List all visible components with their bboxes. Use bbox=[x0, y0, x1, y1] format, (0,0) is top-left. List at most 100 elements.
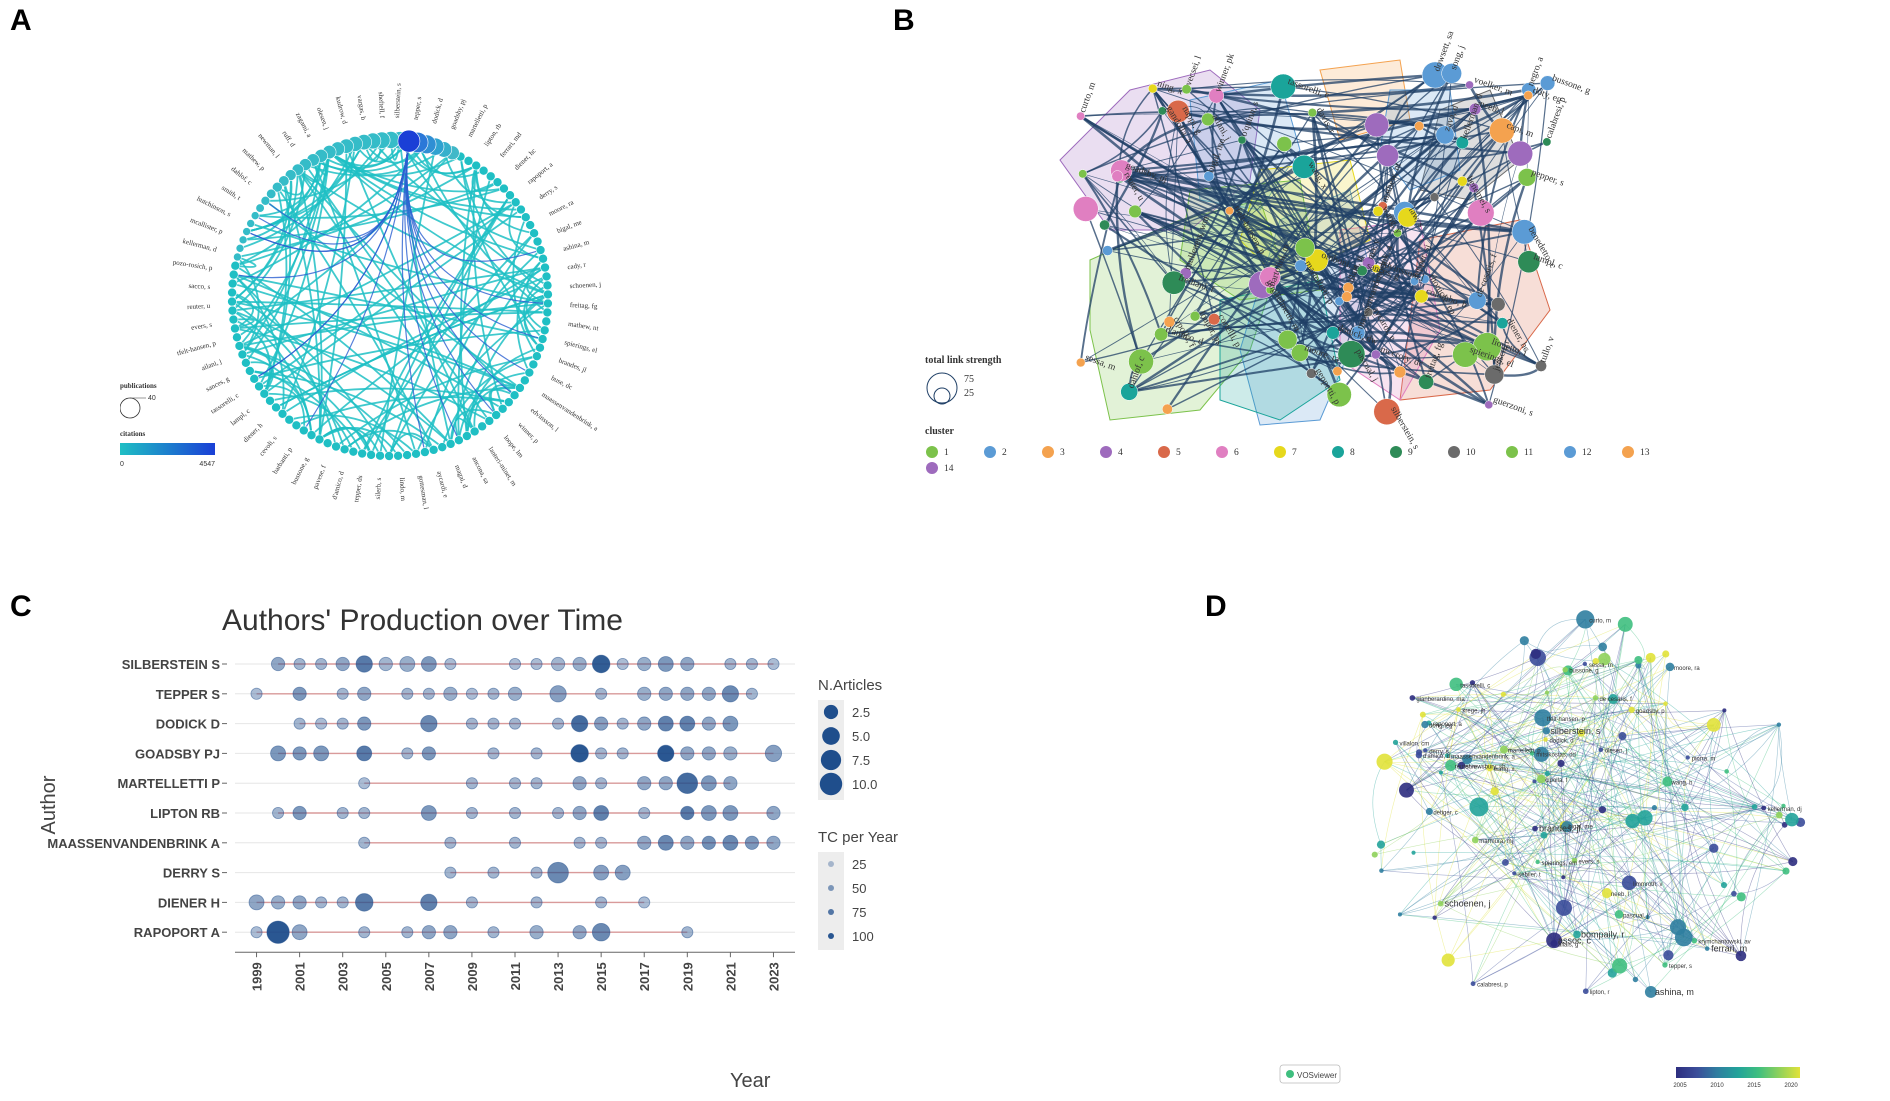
network-edge bbox=[335, 355, 538, 448]
author-node bbox=[1270, 73, 1297, 100]
author-label: lampl, c bbox=[229, 407, 252, 427]
citations-legend-min: 0 bbox=[120, 461, 124, 468]
author-node bbox=[314, 434, 325, 445]
article-point bbox=[292, 686, 307, 701]
author-node bbox=[1645, 652, 1656, 663]
author-label: pascual, j bbox=[1623, 913, 1648, 919]
network-edge bbox=[1458, 709, 1725, 714]
author-label: curto, m bbox=[1589, 618, 1611, 624]
network-edge bbox=[1606, 892, 1742, 957]
article-point bbox=[701, 746, 716, 761]
author-node bbox=[1561, 875, 1566, 880]
author-node bbox=[1540, 831, 1548, 839]
article-point bbox=[401, 747, 414, 760]
network-edge bbox=[1347, 176, 1528, 289]
network-edge bbox=[1563, 624, 1626, 908]
network-edge bbox=[1420, 714, 1449, 961]
network-edge bbox=[1406, 619, 1586, 791]
network-edge bbox=[1733, 870, 1787, 895]
article-point bbox=[638, 806, 651, 819]
network-edge bbox=[235, 152, 453, 267]
network-edge bbox=[1576, 657, 1651, 935]
author-node bbox=[1292, 154, 1316, 179]
author-node bbox=[1535, 360, 1547, 372]
network-edge bbox=[1399, 862, 1506, 915]
network-edge bbox=[475, 165, 535, 235]
author-label: freitag, fg bbox=[570, 301, 598, 310]
article-point bbox=[681, 926, 694, 939]
articles-legend-label: 10.0 bbox=[852, 777, 877, 792]
network-edge bbox=[1472, 682, 1764, 809]
article-point bbox=[530, 896, 543, 909]
author-node bbox=[1577, 729, 1585, 737]
link-strength-legend-title: total link strength bbox=[925, 355, 1002, 366]
network-edge bbox=[1546, 730, 1695, 941]
article-point bbox=[336, 717, 349, 730]
network-edge bbox=[1638, 659, 1648, 918]
author-node bbox=[1781, 803, 1786, 809]
article-point bbox=[248, 894, 265, 911]
author-node bbox=[238, 235, 248, 245]
article-point bbox=[266, 920, 290, 944]
network-edge bbox=[1450, 666, 1671, 766]
author-label: kellerman, d bbox=[182, 237, 218, 254]
network-edge bbox=[1472, 806, 1755, 984]
network-edge bbox=[1304, 94, 1529, 249]
network-edge bbox=[1514, 698, 1614, 874]
network-edge bbox=[1381, 807, 1764, 871]
author-node bbox=[1681, 803, 1689, 812]
network-edge bbox=[253, 329, 545, 380]
network-edge bbox=[1311, 112, 1378, 355]
hub-edge bbox=[265, 141, 410, 239]
author-node bbox=[520, 375, 530, 386]
author-label: maassenvandenbrink, a bbox=[1451, 755, 1515, 761]
article-point bbox=[358, 806, 371, 819]
network-edge bbox=[1585, 896, 1742, 992]
article-point bbox=[250, 687, 263, 700]
author-node bbox=[1490, 297, 1506, 312]
author-node bbox=[1775, 811, 1783, 819]
author-node bbox=[1598, 747, 1604, 753]
publications-legend-title: publications bbox=[120, 382, 157, 390]
article-point bbox=[614, 864, 631, 881]
author-node bbox=[445, 439, 456, 449]
network-edge bbox=[1635, 806, 1755, 980]
author-node bbox=[322, 438, 333, 448]
author-node bbox=[462, 431, 472, 441]
author-label: bigal, me bbox=[1568, 825, 1593, 831]
author-label: pavese, f bbox=[311, 463, 328, 490]
network-edge bbox=[1576, 847, 1714, 935]
network-edge bbox=[1374, 817, 1645, 855]
x-tick-label: 2001 bbox=[293, 962, 308, 991]
article-point bbox=[420, 805, 437, 821]
article-point bbox=[722, 834, 739, 851]
author-node bbox=[1189, 310, 1201, 322]
author-node bbox=[1437, 900, 1444, 907]
author-label: olesen, j bbox=[315, 106, 331, 131]
network-edge bbox=[1546, 730, 1764, 809]
author-label: rapoport, a bbox=[1433, 722, 1463, 728]
author-label: bompaily, r bbox=[1581, 930, 1624, 940]
author-node bbox=[510, 197, 521, 208]
network-edge bbox=[1406, 709, 1632, 791]
author-node bbox=[541, 271, 552, 282]
tc-legend-label: 75 bbox=[852, 905, 866, 920]
network-edge bbox=[1644, 657, 1652, 818]
network-edge bbox=[1684, 807, 1742, 957]
author-node bbox=[230, 260, 241, 271]
article-point bbox=[336, 806, 349, 819]
network-edge bbox=[1207, 119, 1271, 278]
link-strength-legend-circle-large bbox=[926, 372, 958, 404]
network-edge bbox=[1489, 767, 1725, 886]
articles-legend-label: 5.0 bbox=[852, 729, 870, 744]
author-label: silberstein, s bbox=[1388, 405, 1421, 451]
network-edge bbox=[1472, 659, 1639, 984]
cluster-legend-label: 5 bbox=[1176, 448, 1181, 458]
author-node bbox=[1414, 121, 1425, 132]
author-node bbox=[1432, 915, 1437, 920]
network-edge bbox=[1434, 809, 1603, 918]
author-node bbox=[1457, 761, 1466, 770]
author-node bbox=[1523, 90, 1533, 101]
author-label: smith, t bbox=[220, 184, 242, 202]
network-edge bbox=[1447, 669, 1566, 961]
